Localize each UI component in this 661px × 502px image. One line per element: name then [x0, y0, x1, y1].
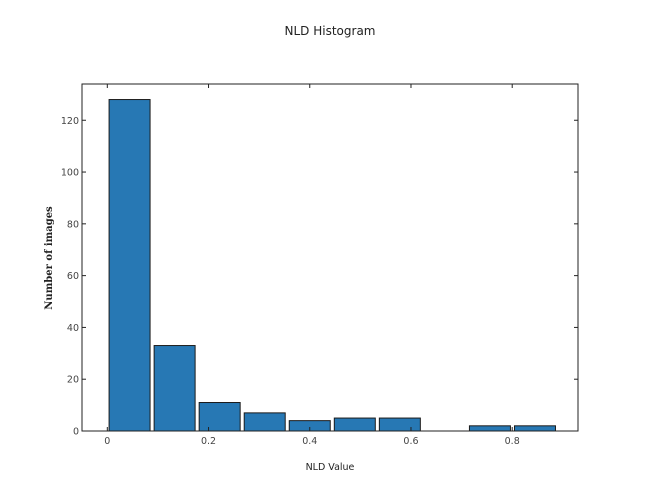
x-tick-label-4: 0.8 — [505, 436, 520, 447]
y-axis-label: Number of images — [44, 206, 55, 310]
histogram-bar-3 — [243, 412, 286, 432]
x-tick-label-2: 0.4 — [302, 436, 317, 447]
histogram-bar-9 — [513, 425, 556, 432]
x-tick-label-3: 0.6 — [403, 436, 418, 447]
histogram-bar-1 — [153, 345, 196, 432]
y-tick-label-80: 80 — [67, 219, 79, 230]
y-tick-label-40: 40 — [67, 323, 79, 334]
histogram-bar-6 — [378, 417, 421, 432]
y-tick-label-20: 20 — [67, 375, 79, 386]
x-tick-label-1: 0.2 — [201, 436, 216, 447]
y-tick-label-120: 120 — [61, 116, 79, 127]
x-axis-label: NLD Value — [306, 462, 355, 473]
histogram-bar-5 — [333, 417, 376, 432]
histogram-bar-8 — [468, 425, 511, 432]
y-tick-label-100: 100 — [61, 168, 79, 179]
histogram-bar-2 — [198, 402, 241, 432]
y-tick-label-60: 60 — [67, 271, 79, 282]
histogram-bar-0 — [108, 99, 151, 432]
y-tick-label-0: 0 — [73, 427, 79, 438]
chart-title: NLD Histogram — [285, 24, 376, 38]
x-tick-label-0: 0 — [104, 436, 110, 447]
plot-area: 0 20 40 60 80 100 120 0 0.2 0.4 0.6 0.8 — [61, 83, 579, 447]
plot-frame — [81, 83, 579, 432]
